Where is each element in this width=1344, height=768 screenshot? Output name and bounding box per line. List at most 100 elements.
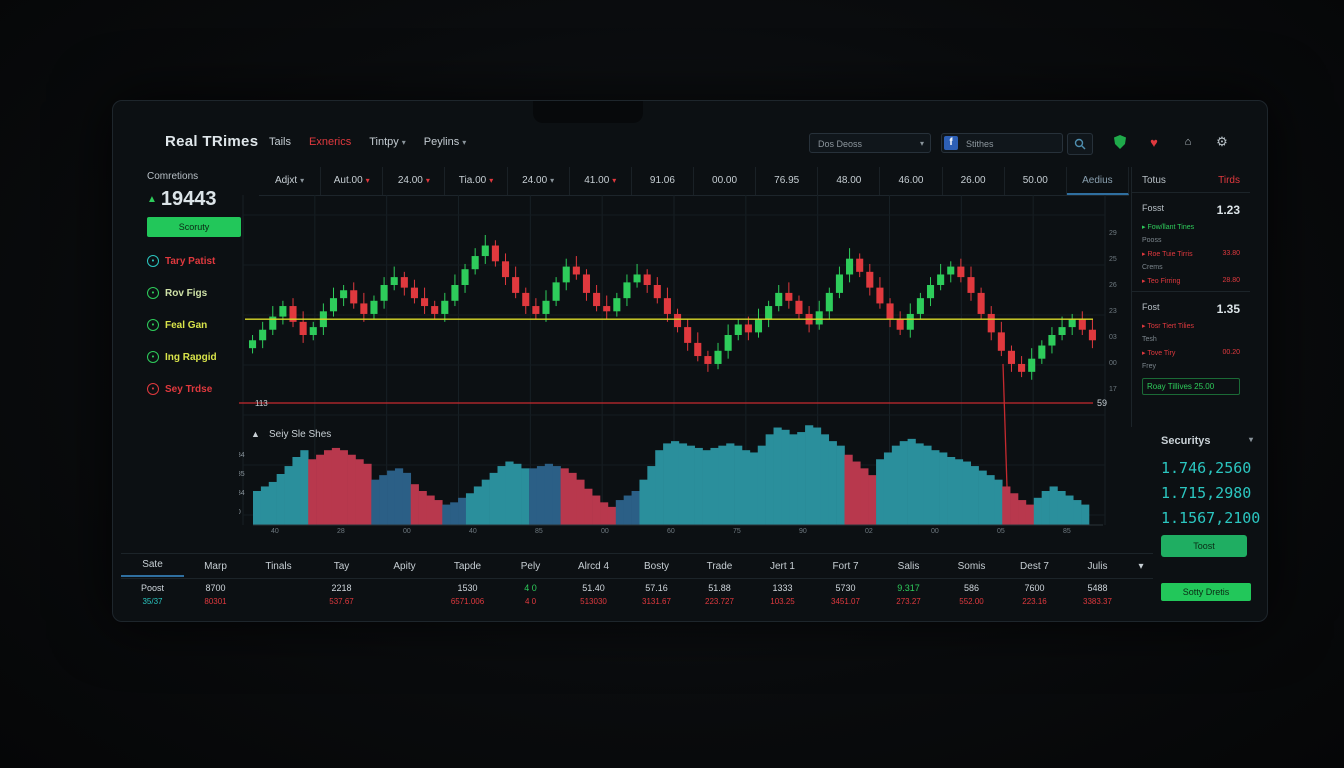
volume-y-label: 184 [239, 452, 245, 459]
chart-tab-0[interactable]: Adjxt ▾ [259, 167, 322, 195]
sidebar-item-4[interactable]: • Sey Trdse [147, 373, 243, 405]
volume-bar [1049, 486, 1058, 525]
chevron-down-icon[interactable]: ▾ [1138, 560, 1144, 572]
chevron-down-icon: ▾ [489, 176, 494, 185]
toost-button[interactable]: Toost [1161, 535, 1247, 557]
table-header-cell[interactable]: Marp [204, 560, 227, 572]
table-header-cell[interactable]: Tinals [265, 560, 292, 572]
table-header-cell[interactable]: Bosty [643, 560, 669, 572]
candle [1058, 327, 1066, 335]
volume-y-label: 00 [239, 509, 241, 516]
chart-tab-7[interactable]: 00.00 [694, 167, 757, 195]
volume-bar [671, 441, 680, 525]
table-header-cell[interactable]: Trade [706, 560, 733, 572]
security-button[interactable]: Scoruty [147, 217, 241, 237]
facebook-icon: f [944, 136, 958, 150]
right-panel-block-2: Fost 1.35 ▸ Tosr Tiert Tilies Tesh ▸ Tove Ti… [1132, 291, 1250, 401]
table-header-cell[interactable]: Jert 1 [769, 560, 795, 572]
chart-tab-11[interactable]: 26.00 [943, 167, 1005, 195]
sotty-button[interactable]: Sotty Dretis [1161, 583, 1251, 601]
chart-tab-10[interactable]: 46.00 [880, 167, 943, 195]
volume-bar [986, 475, 995, 525]
table-header-cell[interactable]: Tapde [453, 560, 482, 572]
table-header-cell[interactable]: Pely [520, 560, 541, 572]
candle [329, 298, 338, 312]
price-chart[interactable]: 113 59 29 25 26 23 03 00 17 ▲ Seiy Sle Shes 184 185 2… [239, 195, 1129, 535]
table-header-cell[interactable]: Somis [957, 560, 986, 572]
table-cell: 51.88 223.727 [688, 582, 751, 608]
table-cell-bottom: 80301 [204, 597, 227, 606]
chart-tab-1[interactable]: Aut.00 ▾ [321, 167, 384, 195]
chart-tab-4[interactable]: 24.00 ▾ [508, 167, 570, 195]
volume-arrow-icon: ▲ [251, 429, 260, 439]
chart-tab-2[interactable]: 24.00 ▾ [383, 167, 446, 195]
search-button[interactable] [1067, 133, 1093, 155]
volume-bar [710, 447, 719, 525]
candle [765, 306, 773, 320]
chart-tab-5[interactable]: 41.00 ▾ [570, 167, 632, 195]
table-cell-top: 8700 [205, 583, 226, 593]
table-cell-bottom: 4 0 [524, 597, 537, 606]
table-cell-bottom: 223.16 [1022, 597, 1047, 606]
security-title-text: Securitys [1161, 435, 1211, 447]
candle [674, 313, 682, 328]
sidebar-item-1[interactable]: • Rov Figs [147, 277, 243, 309]
volume-bar [678, 443, 688, 525]
settings-icon[interactable]: ⚙ [1216, 134, 1228, 149]
candle [593, 292, 601, 307]
candle [340, 290, 348, 299]
table-header-cell[interactable]: Apity [393, 560, 416, 572]
sidebar-item-3[interactable]: • Ing Rapgid [147, 341, 243, 373]
right-panel-green-box[interactable]: Roay Tillives 25.00 [1142, 378, 1240, 395]
sidebar-item-2[interactable]: • Feal Gan [147, 309, 243, 341]
right-panel-line-text: Crems [1142, 264, 1163, 271]
chart-tab-6[interactable]: 91.06 [632, 167, 694, 195]
volume-bar [308, 459, 317, 525]
table-header-cell[interactable]: Fort 7 [832, 560, 859, 572]
candle [421, 298, 429, 307]
right-panel-title[interactable]: Totus [1142, 175, 1166, 186]
account-select[interactable]: Dos Deoss ▾ [809, 133, 931, 153]
axis-tick-label: 00 [1109, 360, 1117, 367]
chart-tab-13[interactable]: Aedius [1066, 167, 1129, 195]
table-header-cell[interactable]: Salis [897, 560, 920, 572]
table-header-cell[interactable]: Alrcd 4 [577, 560, 610, 572]
nav-item-2[interactable]: Tintpy ▾ [369, 136, 406, 148]
chart-tab-8[interactable]: 76.95 [756, 167, 819, 195]
volume-bar [631, 491, 640, 525]
table-cell-top: 5730 [835, 583, 856, 593]
volume-bar [694, 447, 703, 525]
volume-bar [387, 470, 396, 525]
shield-icon[interactable] [1111, 133, 1129, 151]
volume-bar [529, 468, 538, 525]
chart-tab-label: 50.00 [1022, 175, 1048, 186]
candle [653, 285, 661, 299]
volume-bar [323, 450, 333, 525]
candle [390, 277, 398, 285]
table-row[interactable]: Poost 35/37 8700 80301 2218 537.67 1530 6571.… [121, 579, 1153, 611]
volume-x-label: 00 [601, 528, 609, 535]
candle [957, 266, 965, 278]
table-header-cell[interactable]: Julis [1087, 560, 1108, 572]
table-header-cell[interactable]: Dest 7 [1020, 560, 1049, 572]
candle [977, 292, 985, 314]
chart-tab-9[interactable]: 48.00 [818, 167, 881, 195]
candle [997, 332, 1005, 351]
chevron-down-icon[interactable]: ▾ [1248, 435, 1253, 444]
sidebar-item-0[interactable]: • Tary Patist [147, 245, 243, 277]
nav-item-0[interactable]: Tails [269, 136, 292, 148]
heart-icon[interactable]: ♥ [1150, 134, 1158, 150]
nav-item-3[interactable]: Peylins ▾ [423, 136, 467, 148]
volume-x-label: 28 [337, 528, 345, 535]
right-panel-tab[interactable]: Tirds [1218, 175, 1240, 186]
nav-item-1[interactable]: Exnerics [309, 136, 352, 148]
table-header-cell[interactable]: Sate [121, 555, 184, 577]
chart-tab-3[interactable]: Tia.00 ▾ [445, 167, 508, 195]
chart-tabs: Adjxt ▾ Aut.00 ▾ 24.00 ▾ Tia.00 ▾ 24.00 ▾ 41.00 ▾ 91… [259, 167, 1129, 196]
table-header-cell[interactable]: Tay [333, 560, 350, 572]
chart-tab-12[interactable]: 50.00 [1005, 167, 1067, 195]
bell-icon[interactable]: ⌂ [1184, 136, 1192, 148]
right-panel-line-value: 33.80 [1222, 250, 1240, 257]
search-input[interactable]: f Stithes [941, 133, 1063, 153]
